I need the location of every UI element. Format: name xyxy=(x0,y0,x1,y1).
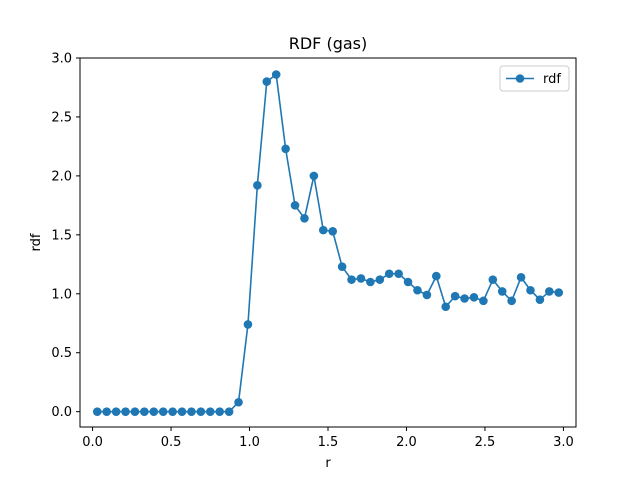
data-point xyxy=(281,144,290,154)
y-axis-label: rdf xyxy=(29,233,44,251)
data-point xyxy=(253,181,262,190)
data-point xyxy=(149,407,159,416)
x-axis: 0.0 0.5 1.0 1.5 2.0 2.5 3.0 xyxy=(82,427,574,450)
data-point xyxy=(413,285,422,295)
data-point xyxy=(394,269,403,279)
data-point xyxy=(488,275,498,284)
data-point xyxy=(366,277,375,287)
data-point xyxy=(450,291,460,301)
data-point xyxy=(309,171,319,181)
data-point xyxy=(479,296,488,306)
data-point xyxy=(205,407,215,416)
data-point xyxy=(516,272,526,282)
data-point xyxy=(196,407,206,416)
data-point xyxy=(215,407,224,416)
data-point xyxy=(526,285,535,295)
data-point xyxy=(507,296,516,306)
data-point xyxy=(432,271,441,281)
y-tick-label: 1.5 xyxy=(51,228,72,243)
x-tick-label: 2.5 xyxy=(475,435,496,450)
data-point xyxy=(177,407,187,416)
data-point xyxy=(158,407,168,416)
y-tick-label: 2.5 xyxy=(51,110,72,125)
data-point xyxy=(545,287,554,296)
data-point xyxy=(535,295,545,304)
x-tick-label: 0.5 xyxy=(161,435,182,450)
data-point xyxy=(187,407,196,416)
data-point xyxy=(469,293,479,302)
data-point xyxy=(441,302,451,312)
data-point xyxy=(347,275,356,284)
data-point xyxy=(140,407,149,416)
legend-label: rdf xyxy=(543,72,561,87)
data-point xyxy=(290,201,300,210)
y-tick-label: 0.5 xyxy=(51,346,72,361)
data-point xyxy=(111,407,121,416)
plot-area xyxy=(79,57,577,428)
data-point xyxy=(328,227,338,236)
data-point xyxy=(92,407,102,416)
chart-title: RDF (gas) xyxy=(289,34,368,53)
data-point xyxy=(168,407,177,416)
x-tick-label: 0.0 xyxy=(82,435,103,450)
data-point xyxy=(234,397,243,407)
x-tick-label: 1.5 xyxy=(318,435,339,450)
data-point xyxy=(300,214,309,223)
data-point xyxy=(121,407,130,416)
legend: rdf xyxy=(499,65,570,92)
data-point xyxy=(130,407,140,416)
data-point xyxy=(422,290,432,300)
y-tick-label: 1.0 xyxy=(51,287,72,302)
data-point xyxy=(384,269,394,279)
x-tick-label: 1.0 xyxy=(239,435,260,450)
data-point xyxy=(262,77,272,86)
legend-box xyxy=(499,65,570,92)
data-point xyxy=(102,407,111,416)
data-point xyxy=(375,275,385,284)
data-point xyxy=(497,287,507,296)
x-tick-label: 3.0 xyxy=(553,435,574,450)
y-tick-label: 2.0 xyxy=(51,169,72,184)
y-tick-label: 3.0 xyxy=(51,52,72,67)
legend-marker xyxy=(515,74,525,83)
data-point xyxy=(318,225,328,235)
data-point xyxy=(356,274,366,283)
data-point xyxy=(460,294,469,303)
data-point xyxy=(243,320,253,329)
y-axis: 0.0 0.5 1.0 1.5 2.0 2.5 3.0 xyxy=(51,52,80,420)
data-point xyxy=(554,288,564,297)
data-point xyxy=(403,277,413,287)
data-point xyxy=(271,70,281,79)
x-tick-label: 2.0 xyxy=(396,435,417,450)
data-point xyxy=(224,407,234,416)
x-axis-label: r xyxy=(325,456,331,471)
data-point xyxy=(337,262,347,271)
y-tick-label: 0.0 xyxy=(51,405,72,420)
